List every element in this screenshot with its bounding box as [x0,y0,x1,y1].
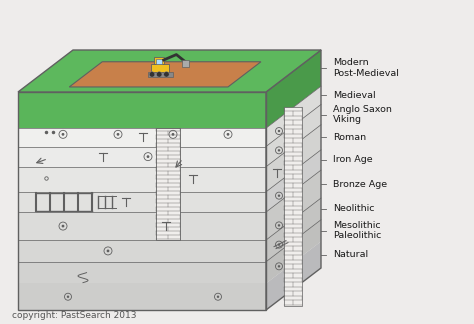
Polygon shape [266,150,321,212]
Polygon shape [18,50,321,92]
Circle shape [62,225,64,227]
Polygon shape [266,170,321,240]
Polygon shape [18,284,266,310]
Polygon shape [266,50,321,128]
Circle shape [172,133,174,136]
Polygon shape [154,57,164,64]
Circle shape [278,194,280,197]
Polygon shape [266,241,321,310]
Circle shape [62,133,64,136]
Polygon shape [18,92,266,128]
Polygon shape [182,60,189,67]
Text: Bronze Age: Bronze Age [333,179,387,189]
Polygon shape [156,128,180,240]
Polygon shape [18,146,266,167]
Polygon shape [18,167,266,192]
Polygon shape [266,125,321,192]
Polygon shape [266,86,321,146]
Polygon shape [18,128,266,146]
Circle shape [107,249,109,252]
Circle shape [278,149,280,152]
Circle shape [67,295,69,298]
Circle shape [164,72,169,77]
Text: Anglo Saxon
Viking: Anglo Saxon Viking [333,105,392,124]
Circle shape [217,295,219,298]
Polygon shape [18,192,266,212]
Circle shape [149,72,155,77]
Text: Neolithic: Neolithic [333,204,374,214]
Circle shape [278,224,280,226]
Polygon shape [284,107,302,306]
Polygon shape [18,240,266,262]
Circle shape [117,133,119,136]
Circle shape [156,72,162,77]
Polygon shape [18,212,266,240]
Polygon shape [266,198,321,262]
Text: Natural: Natural [333,250,368,259]
Polygon shape [18,262,266,284]
Text: Iron Age: Iron Age [333,156,373,165]
Text: Mesolithic
Paleolithic: Mesolithic Paleolithic [333,221,382,240]
Circle shape [227,133,229,136]
Polygon shape [69,62,261,87]
Text: Medieval: Medieval [333,91,375,100]
Text: Roman: Roman [333,133,366,142]
Polygon shape [266,220,321,284]
Text: copyright: PastSearch 2013: copyright: PastSearch 2013 [12,311,137,320]
Polygon shape [266,105,321,167]
Circle shape [278,265,280,268]
Polygon shape [151,64,169,72]
Circle shape [278,243,280,246]
Circle shape [146,155,149,158]
Polygon shape [147,72,173,77]
Circle shape [278,130,280,132]
Polygon shape [155,59,162,64]
Text: Modern
Post-Medieval: Modern Post-Medieval [333,58,399,78]
